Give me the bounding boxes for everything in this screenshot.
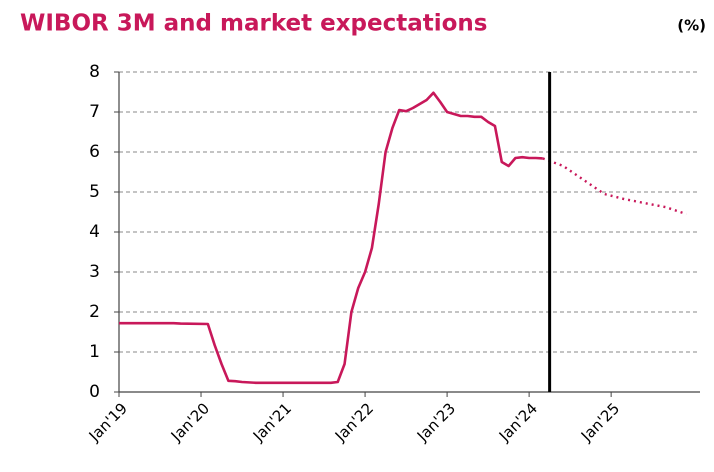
x-tick-label: Jan'23: [413, 399, 459, 445]
y-tick-label: 6: [89, 142, 100, 162]
x-tick-label: Jan'22: [331, 399, 377, 445]
y-tick-label: 4: [89, 222, 100, 242]
y-tick-label: 0: [89, 382, 100, 402]
y-tick-label: 7: [89, 102, 100, 122]
x-tick-label: Jan'24: [495, 399, 541, 445]
y-tick-label: 2: [89, 302, 100, 322]
y-tick-label: 1: [89, 342, 100, 362]
x-tick-label: Jan'19: [85, 399, 131, 445]
x-tick-label: Jan'20: [167, 399, 213, 445]
y-tick-label: 8: [89, 62, 100, 82]
x-tick-label: Jan'21: [249, 399, 295, 445]
x-tick-label: Jan'25: [577, 399, 623, 445]
line-series: [542, 157, 687, 216]
line-series: [119, 91, 543, 385]
chart-title: WIBOR 3M and market expectations: [20, 11, 488, 37]
y-tick-label: 3: [89, 262, 100, 282]
unit-label: (%): [677, 17, 706, 35]
y-tick-label: 5: [89, 182, 100, 202]
